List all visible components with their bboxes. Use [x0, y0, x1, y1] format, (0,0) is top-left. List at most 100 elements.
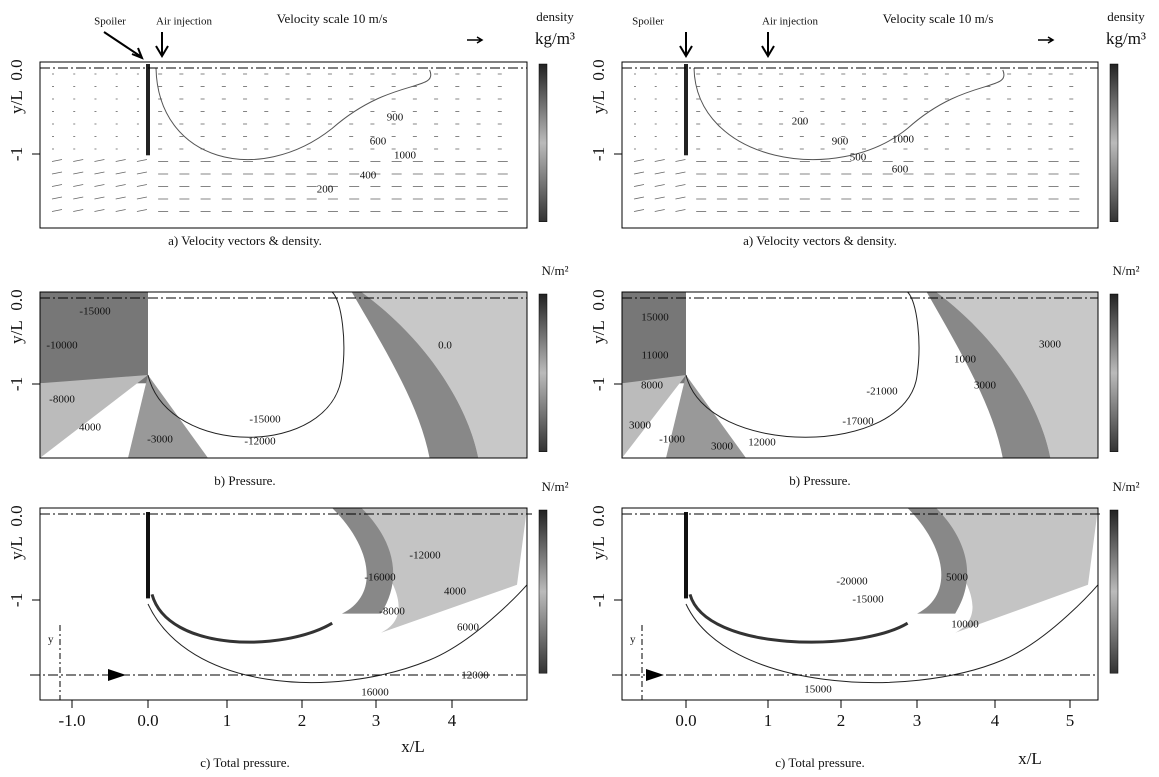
panel: yN/m²0.0y/L-1-20000-1500050001000015000c… [589, 479, 1140, 770]
vector [73, 172, 83, 174]
contour-label: 400 [360, 170, 377, 182]
x-tick-label: 5 [1066, 711, 1075, 730]
y-tick-label: -1 [7, 593, 26, 607]
x-tick-label: 0.0 [675, 711, 696, 730]
contour-label: 8000 [641, 380, 664, 392]
region [622, 292, 686, 383]
vector [675, 185, 685, 187]
y-axis-label: y/L [7, 536, 26, 560]
y-tick-label: -1 [7, 147, 26, 161]
contour-label: 200 [792, 116, 809, 128]
figure: SpoilerAir injectionVelocity scale 10 m/… [0, 0, 1159, 777]
contour-label: 6000 [457, 622, 480, 634]
velocity-scale: Velocity scale 10 m/s [277, 11, 388, 26]
panel-caption: b) Pressure. [789, 473, 850, 488]
vector [137, 160, 147, 162]
y-tick-label: 0.0 [7, 289, 26, 310]
vector [94, 197, 104, 199]
contour-label: 16000 [361, 687, 389, 699]
x-tick-label: -1.0 [59, 711, 86, 730]
y-axis-label: y/L [589, 320, 608, 344]
unit-label: N/m² [541, 263, 568, 278]
panel-caption: b) Pressure. [214, 473, 275, 488]
vector [675, 197, 685, 199]
x-tick-label: 4 [991, 711, 1000, 730]
contour-label: 12000 [748, 437, 776, 449]
vector [73, 197, 83, 199]
contour-label: 12000 [461, 670, 489, 682]
contour-label: 15000 [804, 684, 832, 696]
contour-label: -16000 [364, 572, 396, 584]
region [128, 375, 208, 458]
contour-label: 11000 [641, 350, 669, 362]
vector [116, 185, 126, 187]
density-label: density [1107, 9, 1145, 24]
contour-label: -8000 [49, 394, 75, 406]
vector [52, 197, 62, 199]
panel-caption: c) Total pressure. [775, 755, 864, 770]
y-axis-label: y/L [7, 90, 26, 114]
panel: N/m²0.0y/L-1150001100080003000-100030001… [589, 263, 1140, 488]
density-unit: kg/m³ [535, 29, 575, 48]
spoiler-label: Spoiler [632, 16, 664, 28]
spoiler-wall [146, 512, 150, 598]
panel: yN/m²0.0y/L-1-12000-16000-80004000600012… [7, 479, 569, 770]
vector [634, 185, 644, 187]
contour [694, 68, 1004, 160]
contour-label: -1000 [659, 434, 685, 446]
x-tick-label: 3 [913, 711, 922, 730]
contour-label: 500 [850, 152, 867, 164]
colorbar [539, 510, 547, 673]
contour-label: 900 [387, 112, 404, 124]
velocity-scale: Velocity scale 10 m/s [883, 11, 994, 26]
y-tick-label: 0.0 [7, 59, 26, 80]
injection-arrow [156, 32, 168, 56]
x-tick-label: 2 [298, 711, 307, 730]
contour [148, 292, 344, 437]
y-tick-label: 0.0 [589, 505, 608, 526]
vector [94, 160, 104, 162]
contour-label: 1000 [892, 134, 915, 146]
panel: N/m²0.0y/L-1-15000-10000-80004000-3000-1… [7, 263, 569, 488]
contour-label: -12000 [409, 550, 441, 562]
y-tick-label: 0.0 [589, 289, 608, 310]
density-unit: kg/m³ [1106, 29, 1146, 48]
vector [137, 197, 147, 199]
vector [52, 210, 62, 212]
x-tick-label: 4 [448, 711, 457, 730]
y-tick-label: -1 [589, 593, 608, 607]
contour-label: -21000 [866, 386, 898, 398]
x-tick-label: 2 [837, 711, 846, 730]
vector [655, 197, 665, 199]
contour-label: 4000 [79, 422, 102, 434]
y-tick-label: -1 [589, 377, 608, 391]
x-axis-label: x/L [1018, 749, 1042, 768]
vector [634, 160, 644, 162]
contour-label: -10000 [46, 340, 78, 352]
vector [655, 160, 665, 162]
contour-label: -8000 [379, 606, 405, 618]
vector [116, 172, 126, 174]
panel-frame [40, 62, 527, 228]
vector [137, 172, 147, 174]
colorbar [539, 64, 547, 222]
flow-arrow [108, 669, 126, 681]
contour-label: -3000 [147, 434, 173, 446]
vector [116, 197, 126, 199]
vector [634, 172, 644, 174]
vector [634, 210, 644, 212]
panel-caption: c) Total pressure. [200, 755, 289, 770]
contour-label: 4000 [444, 586, 467, 598]
contour-label: -17000 [842, 416, 874, 428]
vector [94, 172, 104, 174]
contour-label: 600 [892, 164, 909, 176]
vector [634, 197, 644, 199]
contour-label: -12000 [244, 436, 276, 448]
x-tick-label: 0.0 [137, 711, 158, 730]
unit-label: N/m² [1112, 263, 1139, 278]
vector [73, 210, 83, 212]
vector [137, 185, 147, 187]
vector [73, 160, 83, 162]
